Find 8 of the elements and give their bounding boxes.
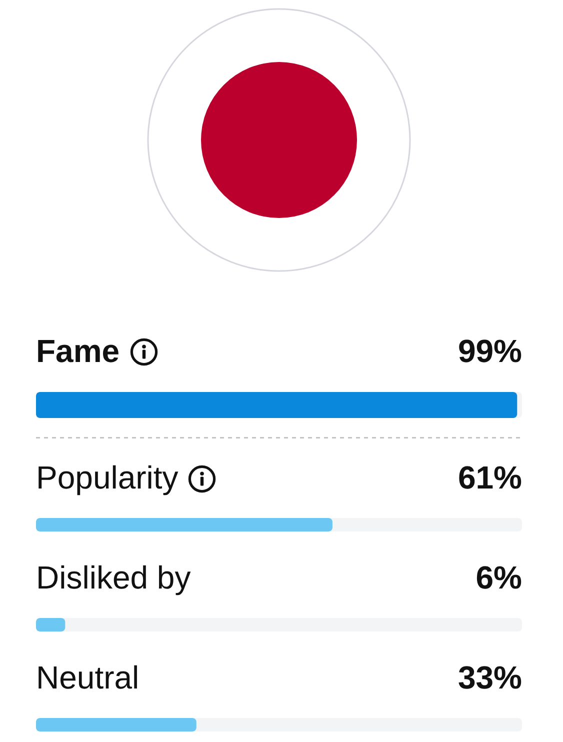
- data-label: 6%: [476, 560, 522, 596]
- data-label: 99%: [458, 333, 522, 369]
- data-label: 61%: [458, 460, 522, 496]
- y-tick-label: Neutral: [36, 660, 140, 696]
- y-tick-label: Fame: [36, 333, 120, 369]
- data-label: 33%: [458, 660, 522, 696]
- y-tick-label: Disliked by: [36, 560, 191, 596]
- y-tick-label: Popularity: [36, 460, 178, 496]
